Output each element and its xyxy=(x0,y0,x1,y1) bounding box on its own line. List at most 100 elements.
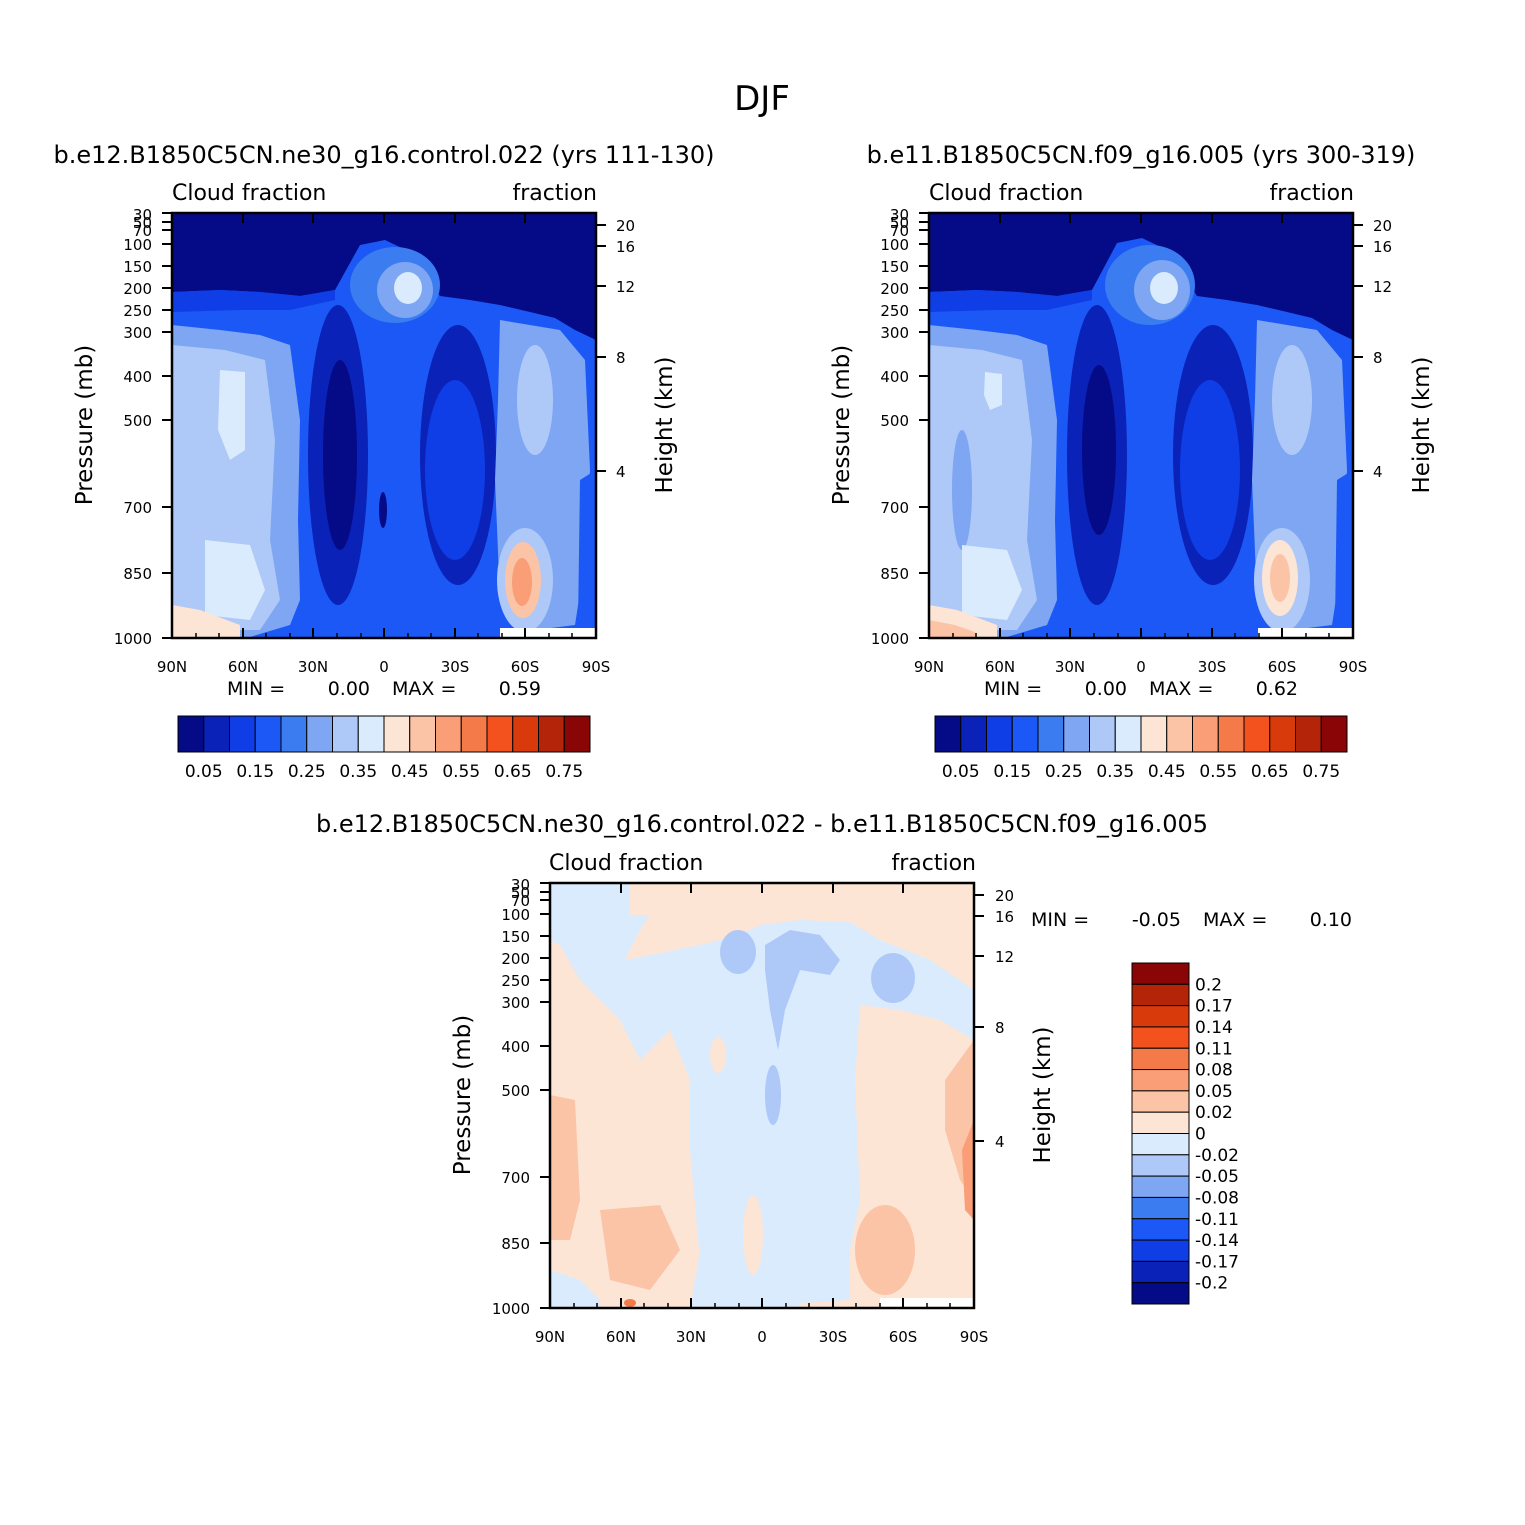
y-tick-label: 1000 xyxy=(114,630,152,648)
colorbar-swatch xyxy=(1131,1111,1190,1134)
x-axis-ticks xyxy=(928,213,1354,638)
x-tick-label: 90S xyxy=(582,658,611,676)
colorbar-label: 0.75 xyxy=(1302,762,1340,782)
y-tick-label: 250 xyxy=(880,302,909,320)
panel-title: b.e11.B1850C5CN.f09_g16.005 (yrs 300-319… xyxy=(867,141,1416,169)
y2-tick-label: 8 xyxy=(1373,349,1383,367)
y-axis-ticks xyxy=(919,212,1363,639)
y-tick-label: 1000 xyxy=(871,630,909,648)
colorbar-label: -0.11 xyxy=(1195,1210,1239,1230)
left-string: Cloud fraction xyxy=(549,851,703,876)
colorbar: 0.20.170.140.110.080.050.020-0.02-0.05-0… xyxy=(1131,962,1239,1305)
x-axis-ticks xyxy=(549,883,975,1308)
y-tick-label: 300 xyxy=(123,324,152,342)
colorbar-swatch xyxy=(1131,1047,1190,1071)
x-tick-label: 30S xyxy=(1198,658,1227,676)
y-tick-label: 30 xyxy=(890,206,909,224)
colorbar-label: 0.65 xyxy=(494,762,532,782)
y-tick-label: 500 xyxy=(501,1082,530,1100)
colorbar-label: -0.14 xyxy=(1195,1231,1239,1251)
y-axis-ticks xyxy=(540,882,984,1309)
nh-low-cloud-cell xyxy=(962,545,1022,620)
antarctic-edge xyxy=(578,470,596,625)
y-axis-ticks xyxy=(162,212,606,639)
colorbar: 0.05 0.15 0.25 0.35 0.45 0.55 0.65 0.75 xyxy=(934,715,1348,782)
y2-tick-label: 4 xyxy=(995,1133,1005,1151)
colorbar-label: 0 xyxy=(1195,1125,1206,1145)
y2-axis-label: Height (km) xyxy=(652,356,678,493)
y2-axis-label: Height (km) xyxy=(1030,1026,1056,1163)
colorbar-label: 0.05 xyxy=(1195,1082,1233,1102)
colorbar-swatch xyxy=(177,715,205,753)
x-tick-labels: 90N 60N 30N 0 30S 60S 90S xyxy=(914,658,1367,676)
y-tick-label: 850 xyxy=(501,1235,530,1253)
y-tick-label: 700 xyxy=(501,1169,530,1187)
colorbar-swatch xyxy=(1131,962,1190,985)
colorbar-label: -0.2 xyxy=(1195,1274,1228,1294)
panel-control: b.e12.B1850C5CN.ne30_g16.control.022 (yr… xyxy=(53,141,714,782)
left-string: Cloud fraction xyxy=(929,181,1083,206)
y-tick-label: 50 xyxy=(133,214,152,232)
y-axis-label: Pressure (mb) xyxy=(829,345,855,505)
y-tick-labels: 30 50 70 100 150 200 250 300 400 500 700… xyxy=(492,876,1014,1318)
min-value: 0.00 xyxy=(1085,678,1127,700)
nh-surface-max xyxy=(929,620,975,637)
colorbar-swatch xyxy=(1011,715,1039,753)
panel-title: b.e12.B1850C5CN.ne30_g16.control.022 (yr… xyxy=(53,141,714,169)
y-axis-label: Pressure (mb) xyxy=(450,1015,476,1175)
y-tick-label: 200 xyxy=(501,950,530,968)
colorbar-swatch xyxy=(435,715,462,753)
y2-tick-label: 8 xyxy=(616,349,626,367)
y2-tick-label: 20 xyxy=(995,887,1014,905)
x-tick-label: 60N xyxy=(606,1328,636,1346)
x-tick-label: 60N xyxy=(985,658,1015,676)
colorbar-swatch xyxy=(934,715,962,753)
colorbar-swatch xyxy=(1131,1090,1190,1113)
y-tick-label: 500 xyxy=(880,412,909,430)
sh-subtropic-core xyxy=(425,380,485,560)
colorbar-label: 0.25 xyxy=(288,762,326,782)
colorbar-label: 0.45 xyxy=(1148,762,1186,782)
max-value: 0.10 xyxy=(1310,909,1352,931)
colorbar-swatch xyxy=(1131,1175,1190,1198)
colorbar-label: -0.17 xyxy=(1195,1252,1239,1272)
colorbar-label: 0.02 xyxy=(1195,1103,1233,1123)
y-tick-label: 200 xyxy=(880,280,909,298)
itcz-upper-core xyxy=(394,272,422,304)
figure-title: DJF xyxy=(734,79,790,119)
colorbar-swatch xyxy=(280,715,308,753)
colorbar-label: 0.11 xyxy=(1195,1039,1233,1059)
colorbar-label: 0.35 xyxy=(339,762,377,782)
nh-surface-cell xyxy=(172,605,240,637)
y-tick-label: 400 xyxy=(501,1038,530,1056)
x-tick-label: 60S xyxy=(511,658,540,676)
sh-low-cloud-max xyxy=(512,558,532,606)
positive-cell xyxy=(600,1205,680,1290)
y-tick-label: 100 xyxy=(123,236,152,254)
colorbar-label: 0.05 xyxy=(185,762,223,782)
colorbar-label: 0.55 xyxy=(1199,762,1237,782)
colorbar-label: 0.15 xyxy=(236,762,274,782)
x-tick-label: 90N xyxy=(535,1328,565,1346)
colorbar-swatch xyxy=(383,715,411,753)
colorbar-label: 0.17 xyxy=(1195,997,1233,1017)
max-label: MAX = xyxy=(1203,909,1267,931)
colorbar-swatch xyxy=(1131,1282,1190,1305)
x-tick-label: 0 xyxy=(1136,658,1146,676)
y-tick-labels: 30 50 70 100 150 200 250 300 400 500 700… xyxy=(114,206,635,648)
y2-tick-label: 4 xyxy=(1373,463,1383,481)
x-tick-label: 30N xyxy=(298,658,328,676)
sh-subtropic-core xyxy=(1180,380,1240,560)
y-tick-label: 50 xyxy=(890,214,909,232)
y-tick-label: 300 xyxy=(501,994,530,1012)
y-tick-label: 100 xyxy=(880,236,909,254)
y-tick-label: 100 xyxy=(501,906,530,924)
x-tick-label: 0 xyxy=(379,658,389,676)
y2-tick-label: 8 xyxy=(995,1019,1005,1037)
colorbar-swatch xyxy=(563,715,591,753)
y-tick-label: 150 xyxy=(123,258,152,276)
negative-cell xyxy=(871,953,915,1003)
y-tick-label: 200 xyxy=(123,280,152,298)
min-label: MIN = xyxy=(227,678,285,700)
negative-region xyxy=(550,1270,600,1308)
